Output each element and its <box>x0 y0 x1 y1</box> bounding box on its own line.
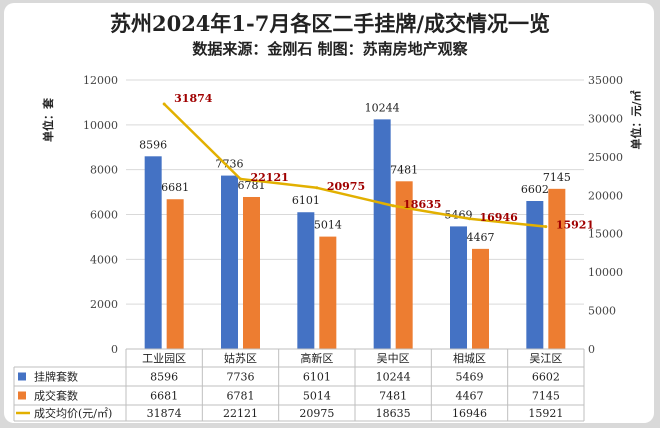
bar-listing-data-label: 10244 <box>365 101 400 114</box>
table-row-avg-price-cell: 31874 <box>147 407 182 420</box>
table-row-avg-price-cell: 18635 <box>376 407 411 420</box>
table-row-deal-cell: 4467 <box>456 390 484 403</box>
avg-price-data-label: 31874 <box>174 92 213 105</box>
y-left-axis-label: 单位：套 <box>41 97 55 142</box>
y-right-tick-label: 20000 <box>588 189 623 202</box>
table-row-avg-price-cell: 16946 <box>452 407 487 420</box>
table-row-listing-cell: 10244 <box>376 371 411 384</box>
bar-listing-data-label: 6602 <box>521 183 549 196</box>
table-row-avg-price-cell: 20975 <box>299 407 334 420</box>
table-row-deal-cell: 6781 <box>227 390 255 403</box>
avg-price-point <box>239 177 242 181</box>
bar-listing <box>297 212 315 349</box>
bar-deal <box>472 248 489 349</box>
x-category-label: 吴江区 <box>529 352 562 365</box>
y-right-tick-label: 35000 <box>588 74 623 87</box>
avg-price-data-label: 20975 <box>327 180 365 193</box>
y-right-tick-label: 25000 <box>588 151 623 164</box>
legend-label: 成交套数 <box>34 389 78 403</box>
y-right-tick-label: 0 <box>588 343 595 356</box>
x-category-label: 高新区 <box>300 351 333 365</box>
bar-deal <box>166 199 184 349</box>
bar-listing <box>221 175 238 349</box>
bar-deal-data-label: 7481 <box>390 163 418 176</box>
bar-listing <box>526 201 544 349</box>
table-row-deal-cell: 5014 <box>303 390 331 403</box>
y-right-tick-label: 15000 <box>588 228 623 241</box>
bar-deal <box>395 181 413 349</box>
table-row-deal-cell: 7145 <box>532 390 560 403</box>
y-left-tick-label: 12000 <box>83 74 118 87</box>
table-row-avg-price-cell: 15921 <box>528 407 563 420</box>
table-row-listing-cell: 8596 <box>150 371 178 384</box>
avg-price-point <box>468 217 471 221</box>
avg-price-point <box>162 102 166 106</box>
chart-subtitle: 数据来源：金刚石 制图：苏南房地产观察 <box>192 40 468 58</box>
table-row-listing-cell: 6602 <box>532 371 560 384</box>
bar-listing-data-label: 8596 <box>139 138 167 151</box>
x-category-label: 工业园区 <box>142 352 186 365</box>
avg-price-data-label: 22121 <box>251 171 289 184</box>
bar-deal-data-label: 5014 <box>314 219 342 232</box>
avg-price-line <box>163 103 546 228</box>
chart-title: 苏州2024年1-7月各区二手挂牌/成交情况一览 <box>109 11 551 36</box>
x-category-label: 吴中区 <box>377 352 410 365</box>
legend-label: 成交均价(元/㎡) <box>34 406 112 420</box>
bar-deal-data-label: 4467 <box>467 231 495 244</box>
table-row-listing-cell: 7736 <box>227 371 255 384</box>
y-left-tick-label: 0 <box>111 343 118 356</box>
avg-price-data-label: 16946 <box>480 211 519 224</box>
table-row-listing-cell: 5469 <box>456 371 484 384</box>
y-left-tick-label: 6000 <box>90 209 118 222</box>
bar-deal <box>319 236 337 349</box>
y-right-tick-label: 5000 <box>588 305 616 318</box>
bar-deal-data-label: 7145 <box>543 171 571 184</box>
bar-deal <box>243 196 260 349</box>
y-right-axis-label: 单位：元/㎡ <box>629 90 643 149</box>
avg-price-point <box>391 204 395 208</box>
y-left-tick-label: 8000 <box>90 164 118 177</box>
avg-price-point <box>315 186 319 190</box>
bar-listing-data-label: 6101 <box>292 194 320 207</box>
y-right-tick-label: 30000 <box>588 112 623 125</box>
bar-listing <box>373 119 391 349</box>
avg-price-data-label: 18635 <box>403 198 441 211</box>
y-left-tick-label: 10000 <box>83 119 118 132</box>
y-left-tick-label: 4000 <box>90 253 118 266</box>
legend-label: 挂牌套数 <box>34 370 78 384</box>
table-row-listing-cell: 6101 <box>303 371 331 384</box>
y-left-tick-label: 2000 <box>90 298 118 311</box>
table-row-deal-cell: 7481 <box>379 390 407 403</box>
x-category-label: 姑苏区 <box>224 352 257 365</box>
legend-swatch <box>18 372 26 381</box>
chart-card <box>4 3 654 423</box>
table-row-deal-cell: 6681 <box>150 390 178 403</box>
legend-swatch <box>18 391 26 400</box>
table-row-avg-price-cell: 22121 <box>223 407 258 420</box>
bar-listing <box>144 156 162 349</box>
bar-listing <box>450 226 467 349</box>
avg-price-data-label: 15921 <box>556 219 594 232</box>
y-right-tick-label: 10000 <box>588 266 623 279</box>
bar-deal-data-label: 6681 <box>161 181 189 194</box>
bar-deal <box>548 188 566 349</box>
avg-price-point <box>544 225 548 229</box>
x-category-label: 相城区 <box>453 352 486 365</box>
